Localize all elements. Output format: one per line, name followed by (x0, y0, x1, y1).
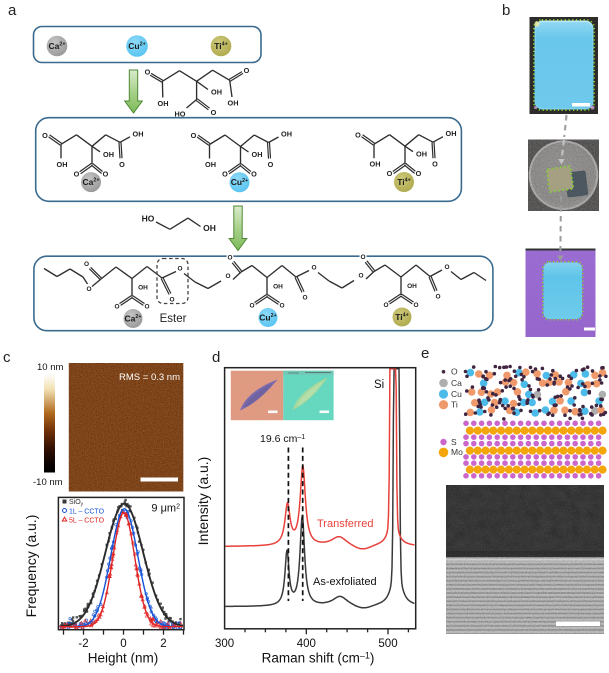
svg-text:Frequency (a.u.): Frequency (a.u.) (23, 515, 39, 618)
svg-text:400: 400 (297, 638, 316, 650)
svg-text:-10 nm: -10 nm (33, 477, 63, 488)
svg-text:OH: OH (370, 160, 381, 169)
svg-text:O: O (169, 297, 174, 304)
svg-text:O: O (191, 131, 197, 140)
svg-text:OH: OH (57, 160, 68, 169)
svg-text:O: O (251, 170, 257, 179)
svg-text:OH: OH (103, 150, 114, 159)
svg-text:O: O (435, 294, 440, 301)
svg-text:O: O (74, 169, 80, 178)
svg-text:10 nm: 10 nm (37, 362, 63, 373)
svg-text:O: O (279, 303, 284, 310)
svg-text:OH: OH (138, 285, 148, 292)
svg-text:OH: OH (416, 150, 427, 159)
svg-text:S: S (451, 437, 457, 447)
svg-text:O: O (244, 66, 250, 75)
svg-text:O: O (144, 304, 149, 311)
svg-text:O: O (222, 170, 228, 179)
svg-text:O: O (114, 304, 119, 311)
svg-text:OH: OH (407, 283, 417, 290)
svg-text:Intensity (a.u.): Intensity (a.u.) (195, 457, 211, 546)
svg-text:O: O (225, 273, 230, 280)
svg-text:O: O (383, 302, 388, 309)
svg-text:O: O (387, 169, 393, 178)
svg-text:O: O (432, 160, 438, 169)
svg-text:e: e (421, 345, 429, 362)
svg-text:OH: OH (273, 284, 283, 291)
svg-text:OH: OH (281, 130, 292, 139)
svg-text:1L – CCTO: 1L – CCTO (69, 509, 105, 516)
svg-text:O: O (413, 302, 418, 309)
svg-text:O: O (444, 264, 449, 271)
svg-text:O: O (42, 131, 48, 140)
svg-text:0: 0 (120, 638, 126, 650)
svg-text:O: O (268, 160, 274, 169)
svg-text:OH: OH (446, 129, 457, 138)
svg-text:O: O (451, 367, 458, 377)
svg-text:300: 300 (215, 638, 234, 650)
svg-text:Ester: Ester (160, 313, 187, 325)
svg-text:Raman shift (cm–1): Raman shift (cm–1) (262, 651, 375, 666)
svg-text:2: 2 (160, 638, 166, 650)
svg-text:Cu: Cu (451, 389, 462, 399)
svg-text:OH: OH (252, 150, 263, 159)
svg-text:Si: Si (374, 379, 384, 391)
svg-text:Ti: Ti (451, 400, 458, 410)
svg-text:Transferred: Transferred (317, 518, 373, 530)
svg-text:O: O (360, 254, 365, 261)
svg-text:19.6 cm–1: 19.6 cm–1 (260, 433, 305, 445)
svg-text:c: c (3, 349, 11, 366)
svg-text:Height (nm): Height (nm) (88, 651, 159, 666)
svg-text:500: 500 (378, 638, 397, 650)
svg-text:OH: OH (203, 223, 216, 233)
svg-text:O: O (416, 169, 422, 178)
svg-text:As-exfoliated: As-exfoliated (313, 576, 377, 588)
svg-text:OH: OH (158, 99, 169, 108)
svg-text:O: O (211, 108, 217, 117)
svg-text:-2: -2 (78, 638, 88, 650)
svg-text:d: d (212, 349, 220, 366)
svg-text:b: b (502, 2, 510, 19)
svg-text:O: O (311, 265, 316, 272)
svg-text:O: O (86, 286, 91, 293)
svg-text:OH: OH (211, 88, 222, 97)
svg-text:O: O (145, 68, 151, 77)
svg-text:OH: OH (205, 160, 216, 169)
svg-text:O: O (358, 273, 363, 280)
svg-text:O: O (249, 303, 254, 310)
svg-text:O: O (103, 169, 109, 178)
svg-text:O: O (302, 295, 307, 302)
svg-text:HO: HO (142, 214, 155, 224)
svg-text:5L – CCTO: 5L – CCTO (69, 518, 105, 525)
svg-text:O: O (84, 261, 89, 268)
svg-text:O: O (177, 266, 182, 273)
svg-text:O: O (119, 160, 125, 169)
svg-text:OH: OH (133, 129, 144, 138)
svg-text:OH: OH (228, 99, 239, 108)
svg-text:O: O (227, 255, 232, 262)
svg-text:a: a (8, 2, 17, 19)
svg-text:SiOy: SiOy (69, 499, 84, 508)
svg-text:RMS = 0.3 nm: RMS = 0.3 nm (119, 372, 180, 383)
svg-text:Ca: Ca (451, 378, 462, 388)
svg-text:O: O (355, 131, 361, 140)
svg-text:9 μm2: 9 μm2 (151, 503, 180, 515)
svg-text:Mo: Mo (451, 447, 463, 457)
